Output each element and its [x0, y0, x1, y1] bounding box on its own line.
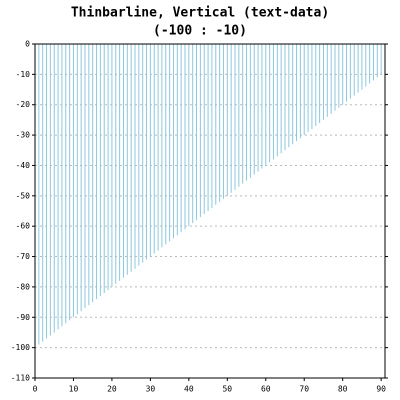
y-tick-label: -10 [16, 70, 31, 79]
x-tick-label: 0 [33, 385, 38, 394]
x-tick-label: 90 [376, 385, 386, 394]
y-tick-label: -60 [16, 222, 31, 231]
y-tick-label: -40 [16, 161, 31, 170]
y-tick-label: -100 [11, 343, 30, 352]
x-tick-label: 20 [107, 385, 117, 394]
x-tick-label: 60 [261, 385, 271, 394]
chart-title: Thinbarline, Vertical (text-data) [71, 6, 329, 21]
y-tick-label: -30 [16, 131, 31, 140]
chart-subtitle: (-100 : -10) [153, 24, 247, 39]
y-tick-label: -20 [16, 100, 31, 109]
y-tick-label: -110 [11, 374, 30, 383]
y-tick-label: -90 [16, 313, 31, 322]
x-tick-label: 70 [299, 385, 309, 394]
plot-frame [34, 43, 386, 379]
x-tick-label: 30 [146, 385, 156, 394]
y-tick-label: -70 [16, 252, 31, 261]
x-tick-label: 50 [222, 385, 232, 394]
y-tick-label: 0 [25, 40, 30, 49]
x-tick-label: 10 [69, 385, 79, 394]
y-tick-label: -80 [16, 282, 31, 291]
x-tick-label: 40 [184, 385, 194, 394]
y-tick-label: -50 [16, 191, 31, 200]
x-tick-label: 80 [338, 385, 348, 394]
